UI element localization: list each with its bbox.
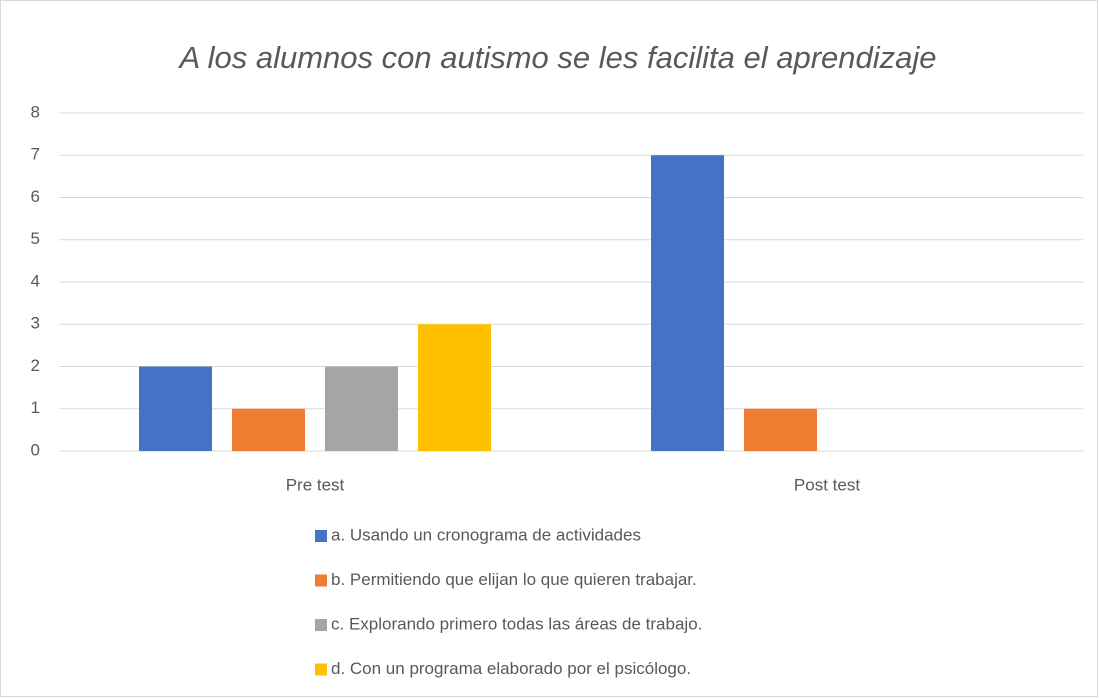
y-tick-label: 2 bbox=[31, 356, 40, 375]
legend-swatch bbox=[315, 530, 327, 542]
bar bbox=[744, 408, 817, 451]
y-tick-label: 0 bbox=[31, 440, 40, 459]
legend-swatch bbox=[315, 619, 327, 631]
bar bbox=[325, 366, 398, 451]
x-tick-label: Post test bbox=[794, 475, 860, 494]
legend-label: a. Usando un cronograma de actividades bbox=[331, 525, 641, 544]
y-tick-label: 7 bbox=[31, 145, 40, 164]
y-tick-label: 4 bbox=[31, 271, 40, 290]
bar bbox=[232, 408, 305, 451]
legend-swatch bbox=[315, 574, 327, 587]
y-tick-label: 1 bbox=[31, 398, 40, 417]
y-tick-label: 3 bbox=[31, 314, 40, 333]
bar bbox=[651, 155, 724, 451]
legend-label: c. Explorando primero todas las áreas de… bbox=[331, 614, 702, 633]
legend-label: d. Con un programa elaborado por el psic… bbox=[331, 659, 691, 678]
y-tick-label: 8 bbox=[31, 102, 40, 121]
legend-swatch bbox=[315, 663, 327, 676]
chart-title: A los alumnos con autismo se les facilit… bbox=[177, 40, 936, 75]
y-tick-label: 5 bbox=[31, 229, 40, 248]
x-tick-label: Pre test bbox=[286, 475, 345, 494]
bar bbox=[139, 366, 212, 451]
bar bbox=[418, 324, 491, 451]
y-tick-label: 6 bbox=[31, 187, 40, 206]
legend-label: b. Permitiendo que elijan lo que quieren… bbox=[331, 570, 697, 589]
